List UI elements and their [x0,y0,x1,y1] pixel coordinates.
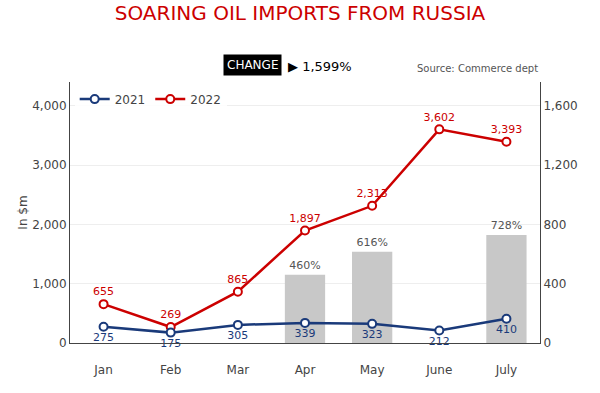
svg-text:3,000: 3,000 [32,158,66,172]
svg-text:339: 339 [295,327,316,340]
svg-text:728%: 728% [491,219,522,232]
svg-text:Mar: Mar [227,363,250,377]
svg-text:175: 175 [160,337,181,350]
svg-text:800: 800 [543,218,566,232]
svg-text:0: 0 [59,336,67,350]
svg-text:616%: 616% [356,236,387,249]
svg-text:June: June [425,363,452,377]
svg-text:Source: Commerce dept: Source: Commerce dept [417,63,538,74]
svg-text:305: 305 [227,329,248,342]
svg-text:SOARING OIL IMPORTS FROM RUSSI: SOARING OIL IMPORTS FROM RUSSIA [115,1,486,25]
svg-text:Feb: Feb [160,363,181,377]
svg-text:2,313: 2,313 [356,187,388,200]
svg-text:▶ 1,599%: ▶ 1,599% [288,59,352,74]
svg-text:3,602: 3,602 [424,111,456,124]
svg-text:1,600: 1,600 [543,99,577,113]
svg-text:2,000: 2,000 [32,218,66,232]
svg-text:July: July [495,363,518,377]
svg-text:May: May [360,363,385,377]
svg-text:3,393: 3,393 [491,123,523,136]
svg-text:2021: 2021 [115,93,146,107]
svg-text:1,200: 1,200 [543,158,577,172]
svg-text:1,000: 1,000 [32,277,66,291]
svg-text:269: 269 [160,308,181,321]
svg-text:CHANGE: CHANGE [227,58,278,72]
svg-text:0: 0 [543,336,551,350]
svg-text:In $m: In $m [16,195,30,229]
svg-text:655: 655 [93,285,114,298]
svg-text:400: 400 [543,277,566,291]
svg-text:460%: 460% [289,259,320,272]
svg-text:1,897: 1,897 [289,212,321,225]
svg-text:212: 212 [429,335,450,348]
svg-text:410: 410 [496,323,517,336]
svg-text:Jan: Jan [93,363,113,377]
svg-text:4,000: 4,000 [32,99,66,113]
svg-text:Apr: Apr [295,363,316,377]
svg-text:865: 865 [227,273,248,286]
svg-text:275: 275 [93,331,114,344]
svg-text:323: 323 [362,328,383,341]
svg-text:2022: 2022 [190,93,221,107]
